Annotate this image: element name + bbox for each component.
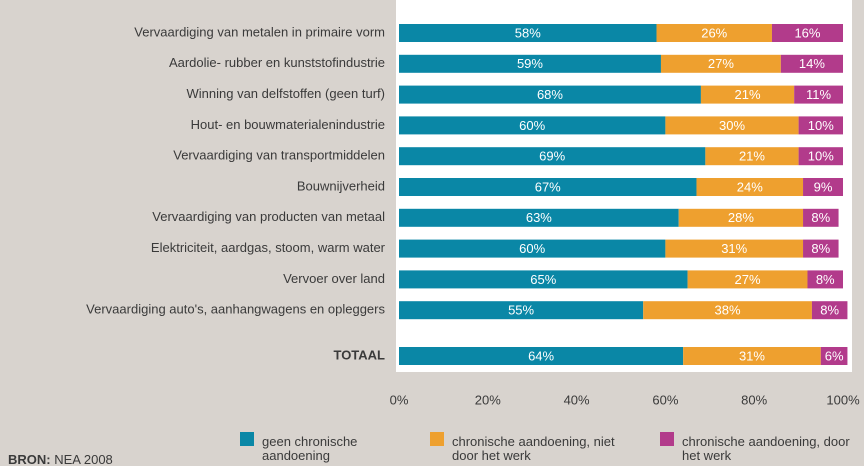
data-label: 8%: [811, 241, 830, 256]
data-label: 26%: [701, 25, 727, 40]
data-label: 21%: [739, 149, 765, 164]
category-label: Vervaardiging auto's, aanhangwagens en o…: [86, 302, 385, 317]
bar-segment: [683, 347, 821, 365]
data-label: 60%: [519, 118, 545, 133]
legend-swatch: [660, 432, 674, 446]
category-label: Vervaardiging van metalen in primaire vo…: [134, 24, 385, 39]
bar-segment: [399, 24, 657, 42]
bar-segment: [399, 147, 706, 166]
data-label: 63%: [526, 210, 552, 225]
bar-segment: [803, 239, 839, 258]
bar-segment: [803, 178, 843, 196]
category-label: Vervaardiging van producten van metaal: [152, 209, 385, 224]
category-label: Elektriciteit, aardgas, stoom, warm wate…: [151, 240, 386, 255]
data-label: 65%: [530, 272, 556, 287]
category-label: TOTAAL: [333, 347, 385, 362]
data-label: 55%: [508, 303, 534, 318]
bar-segment: [665, 239, 804, 258]
data-label: 24%: [737, 179, 763, 194]
bar-segment: [643, 301, 812, 320]
bar-segment: [820, 347, 848, 365]
legend-label: chronische aandoening, niet door het wer…: [452, 434, 615, 463]
bar-segment: [399, 178, 697, 196]
bar-segment: [399, 239, 666, 258]
data-label: 31%: [739, 348, 765, 363]
legend-swatch: [430, 432, 444, 446]
bar-segment: [660, 54, 781, 73]
data-label: 27%: [708, 56, 734, 71]
source-text: NEA 2008: [54, 452, 113, 466]
bar-segment: [771, 24, 843, 42]
bar-segment: [399, 85, 701, 104]
x-tick-label: 0%: [390, 392, 409, 407]
data-label: 60%: [519, 241, 545, 256]
bar-segment: [811, 301, 848, 320]
legend-label: geen chronische aandoening: [262, 434, 358, 463]
bar-segment: [656, 24, 772, 42]
source-label: BRON:: [8, 452, 51, 466]
category-label: Winning van delfstoffen (geen turf): [187, 86, 386, 101]
bar-segment: [687, 270, 808, 289]
bar-segment: [399, 301, 644, 320]
x-tick-label: 80%: [741, 392, 767, 407]
source: BRON: NEA 2008: [8, 452, 113, 466]
data-label: 8%: [820, 303, 839, 318]
x-tick-label: 20%: [475, 392, 501, 407]
x-tick-label: 100%: [826, 392, 860, 407]
bar-segment: [794, 85, 843, 104]
x-tick-label: 40%: [564, 392, 590, 407]
bar-segment: [798, 147, 843, 166]
bar-segment: [780, 54, 843, 73]
category-label: Hout- en bouwmaterialenindustrie: [191, 117, 385, 132]
bar-segment: [803, 208, 839, 227]
data-label: 6%: [825, 348, 844, 363]
data-label: 27%: [735, 272, 761, 287]
bar-segment: [700, 85, 795, 104]
category-label: Vervaardiging van transportmiddelen: [173, 148, 385, 163]
bar-segment: [399, 54, 661, 73]
bar-segment: [399, 347, 684, 365]
data-label: 69%: [539, 149, 565, 164]
data-label: 10%: [808, 149, 834, 164]
data-label: 31%: [721, 241, 747, 256]
bar-segment: [807, 270, 843, 289]
data-label: 8%: [816, 272, 835, 287]
bar-segment: [696, 178, 804, 196]
bar-segment: [399, 116, 666, 135]
legend-swatch: [240, 432, 254, 446]
bar-segment: [399, 208, 679, 227]
data-label: 11%: [806, 87, 831, 102]
data-label: 59%: [517, 56, 543, 71]
data-label: 30%: [719, 118, 745, 133]
bar-segment: [399, 270, 688, 289]
data-label: 58%: [515, 25, 541, 40]
data-label: 8%: [811, 210, 830, 225]
data-label: 9%: [814, 179, 833, 194]
data-label: 16%: [794, 25, 820, 40]
data-label: 10%: [808, 118, 834, 133]
data-label: 64%: [528, 348, 554, 363]
x-tick-label: 60%: [652, 392, 678, 407]
data-label: 67%: [535, 179, 561, 194]
category-label: Vervoer over land: [283, 271, 385, 286]
category-label: Bouwnijverheid: [297, 178, 385, 193]
bar-segment: [678, 208, 804, 227]
data-label: 14%: [799, 56, 825, 71]
data-label: 21%: [735, 87, 761, 102]
legend-label: chronische aandoening, door het werk: [682, 434, 850, 463]
data-label: 28%: [728, 210, 754, 225]
bar-segment: [665, 116, 799, 135]
category-label: Aardolie- rubber en kunststofindustrie: [169, 55, 385, 70]
data-label: 68%: [537, 87, 563, 102]
bar-segment: [705, 147, 799, 166]
bar-segment: [798, 116, 843, 135]
data-label: 38%: [715, 303, 741, 318]
